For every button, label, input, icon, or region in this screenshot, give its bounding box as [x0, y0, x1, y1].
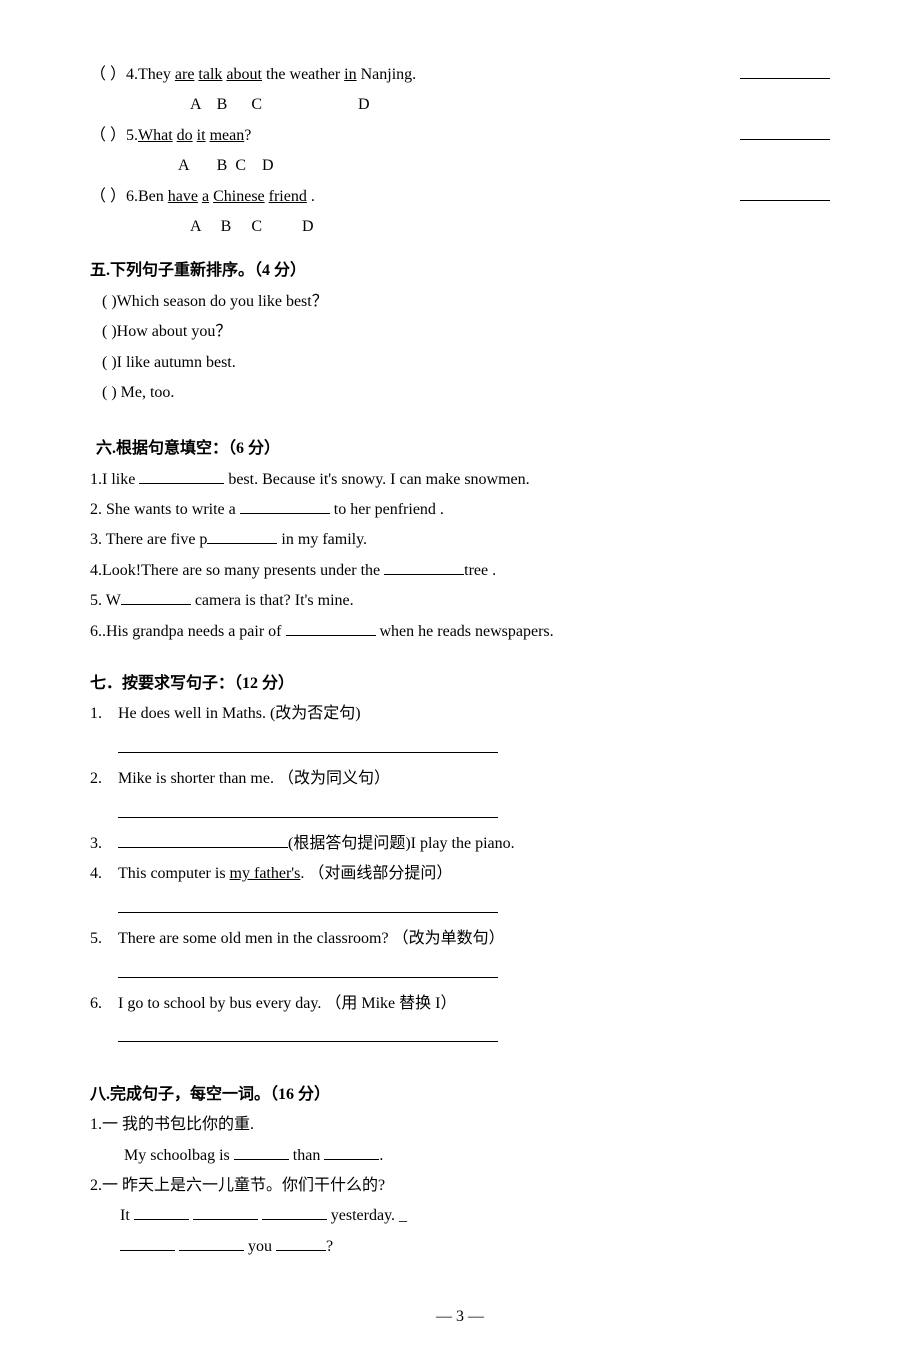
section6-item: 6..His grandpa needs a pair of when he r… — [90, 617, 830, 647]
error-q6: （ ）6.Ben have a Chinese friend . — [90, 182, 830, 212]
answer-line — [90, 894, 830, 924]
section6-item: 4.Look!There are so many presents under … — [90, 556, 830, 586]
answer-line — [90, 959, 830, 989]
section7-q3: 3.(根据答句提问题)I play the piano. — [90, 829, 830, 859]
section7-q1: 1.He does well in Maths. (改为否定句) — [90, 699, 830, 729]
section8-q2-en-line2: you ? — [90, 1232, 830, 1262]
section5-title: 五.下列句子重新排序。（4 分） — [90, 256, 830, 286]
section5-item: ( )I like autumn best. — [90, 348, 830, 378]
section6-item: 3. There are five p in my family. — [90, 525, 830, 555]
section5-item: ( ) Me, too. — [90, 378, 830, 408]
section7-title: 七．按要求写句子：（12 分） — [90, 669, 830, 699]
answer-line — [90, 1023, 830, 1053]
answer-blank — [740, 62, 830, 79]
section8-q2-en-line1: It yesterday. _ — [90, 1201, 830, 1231]
error-q5: （ ）5.What do it mean? — [90, 121, 830, 151]
section7-q6: 6.I go to school by bus every day. （用 Mi… — [90, 989, 830, 1019]
answer-blank — [740, 123, 830, 140]
section6-title: 六.根据句意填空：（6 分） — [90, 434, 830, 464]
section8-q2-cn: 2.一 昨天上是六一儿童节。你们干什么的? — [90, 1171, 830, 1201]
section8-q1-en: My schoolbag is than . — [90, 1141, 830, 1171]
section7-q2: 2.Mike is shorter than me. （改为同义句） — [90, 764, 830, 794]
answer-blank — [740, 184, 830, 201]
answer-line — [90, 799, 830, 829]
section7-q5: 5.There are some old men in the classroo… — [90, 924, 830, 954]
answer-line — [90, 734, 830, 764]
section6-item: 2. She wants to write a to her penfriend… — [90, 495, 830, 525]
section8-q1-cn: 1.一 我的书包比你的重. — [90, 1110, 830, 1140]
section7-q4: 4.This computer is my father's. （对画线部分提问… — [90, 859, 830, 889]
section6-item: 5. W camera is that? It's mine. — [90, 586, 830, 616]
error-q5-letters: A B C D — [90, 151, 830, 181]
page-number: — 3 — — [90, 1302, 830, 1332]
error-q4: （ ）4.They are talk about the weather in … — [90, 60, 830, 90]
section5-item: ( )How about you？ — [90, 317, 830, 347]
section6-item: 1.I like best. Because it's snowy. I can… — [90, 465, 830, 495]
error-q4-letters: A B C D — [90, 90, 830, 120]
error-q6-letters: A B C D — [90, 212, 830, 242]
section8-title: 八.完成句子，每空一词。（16 分） — [90, 1080, 830, 1110]
section5-item: ( )Which season do you like best？ — [90, 287, 830, 317]
